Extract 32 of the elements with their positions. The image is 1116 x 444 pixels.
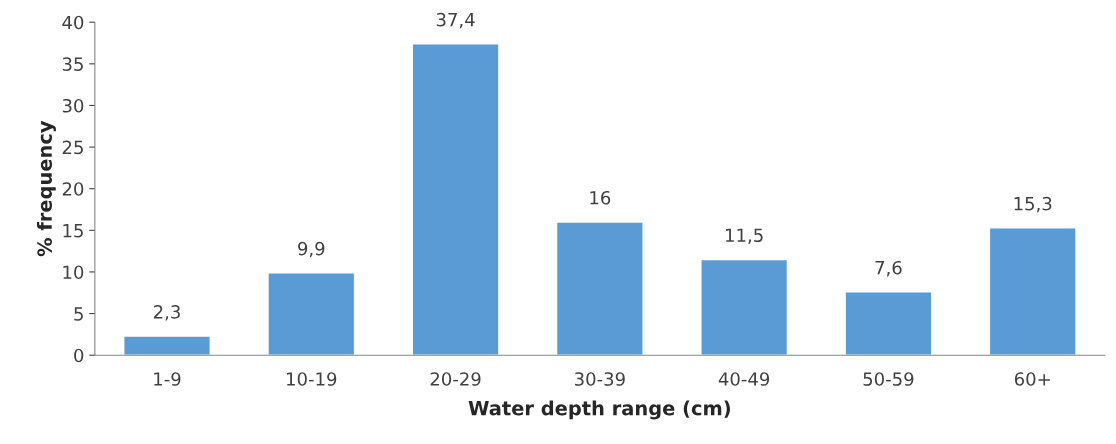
- x-tick-label: 1-9: [154, 372, 181, 386]
- data-label: 2,3: [153, 305, 180, 321]
- y-tick-label: 0: [74, 348, 84, 363]
- y-tick-label: 35: [62, 57, 83, 71]
- y-tick-label: 15: [63, 224, 83, 238]
- x-tick-label: 10-19: [287, 372, 337, 386]
- x-tick-label: 40-49: [718, 372, 770, 386]
- x-axis-title: Water depth range (cm): [468, 400, 730, 420]
- data-label: 11,5: [726, 228, 763, 244]
- x-tick-label: 30-39: [574, 372, 625, 386]
- x-tick-label: 60+: [1014, 372, 1050, 386]
- bar: [123, 335, 211, 356]
- data-label: 37,4: [436, 12, 475, 29]
- bar: [988, 227, 1077, 356]
- y-tick-label: 5: [74, 307, 83, 321]
- bar: [267, 272, 356, 356]
- y-tick-label: 10: [63, 265, 84, 280]
- data-label: 15,3: [1014, 196, 1052, 213]
- y-tick-label: 20: [62, 182, 84, 196]
- data-label: 16: [590, 190, 611, 205]
- x-tick-label: 50-59: [863, 372, 914, 386]
- x-tick-label: 20-29: [430, 372, 481, 386]
- y-tick-label: 30: [62, 98, 84, 113]
- data-label: 7,6: [875, 260, 902, 277]
- bar: [700, 258, 789, 356]
- y-tick-label: 25: [62, 140, 83, 155]
- y-axis-title: % frequency: [36, 120, 56, 257]
- bar: [555, 221, 644, 356]
- y-tick-label: 40: [62, 15, 84, 30]
- bar: [411, 43, 500, 356]
- bar: [844, 291, 933, 356]
- data-label: 9,9: [298, 241, 325, 258]
